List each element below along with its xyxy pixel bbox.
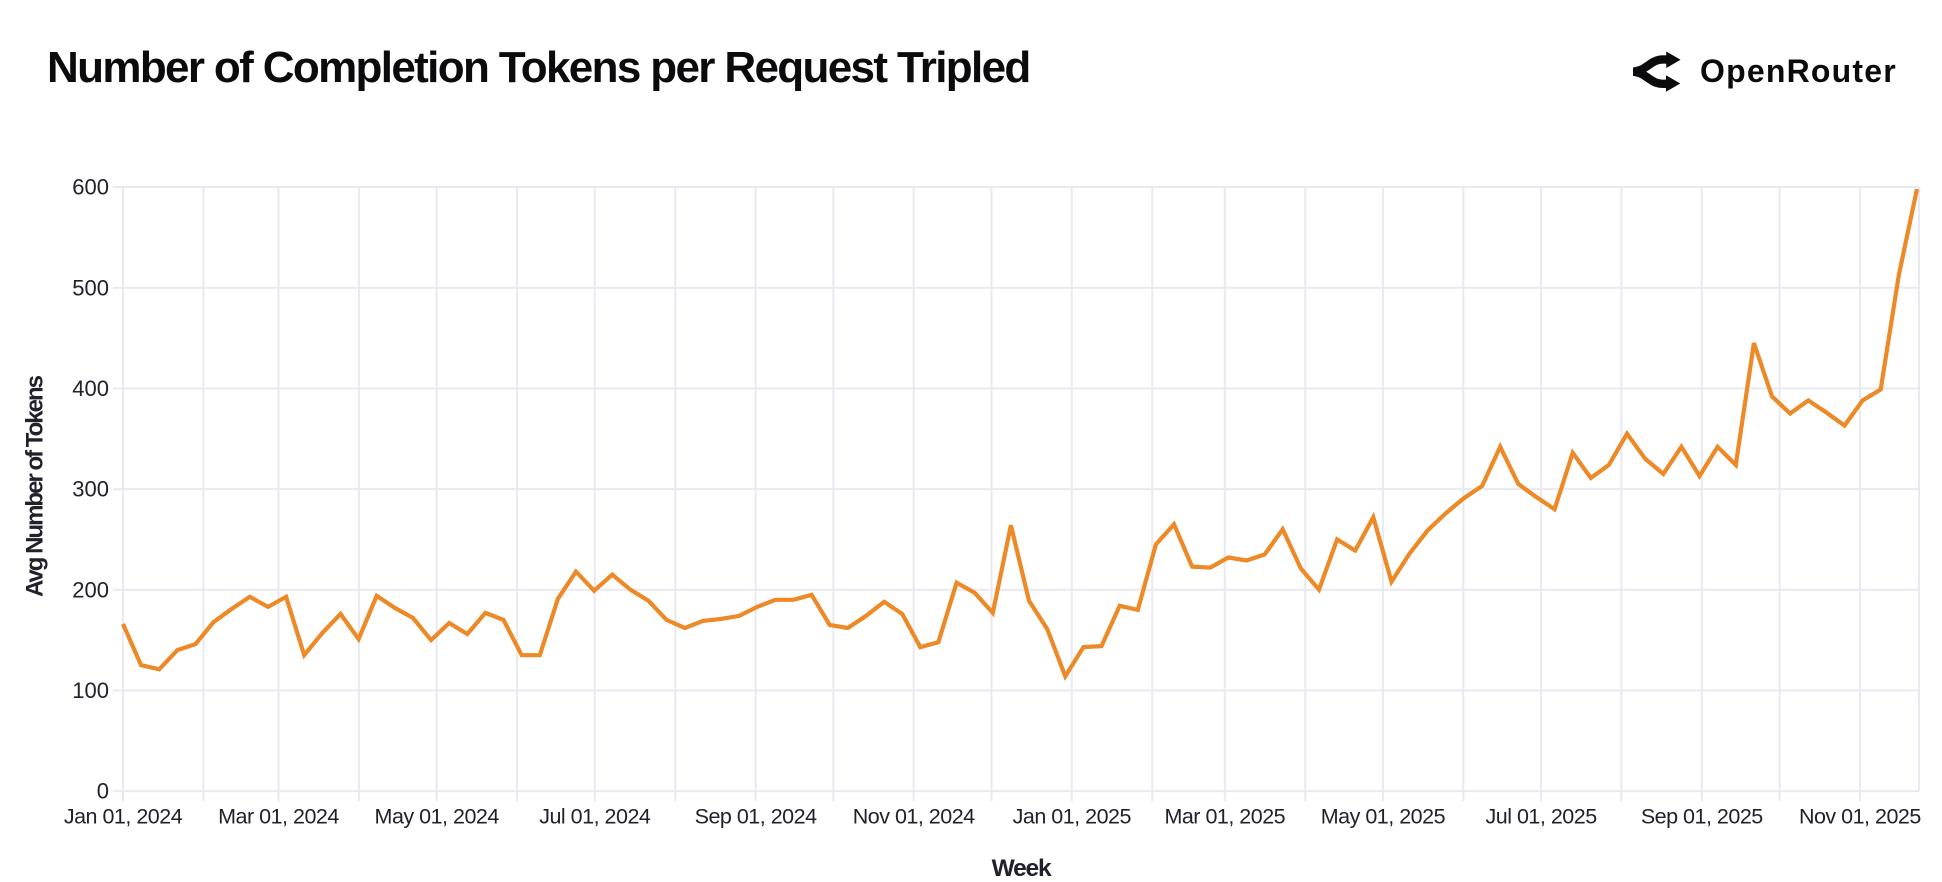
svg-text:Jul 01, 2025: Jul 01, 2025 — [1486, 805, 1598, 829]
svg-text:400: 400 — [72, 376, 109, 401]
svg-text:May 01, 2024: May 01, 2024 — [375, 805, 500, 829]
svg-text:OpenRouter: OpenRouter — [1700, 53, 1897, 89]
svg-text:Number of Completion Tokens pe: Number of Completion Tokens per Request … — [47, 43, 1030, 92]
svg-text:Jul 01, 2024: Jul 01, 2024 — [539, 805, 651, 829]
svg-text:Nov 01, 2025: Nov 01, 2025 — [1799, 805, 1921, 829]
svg-text:600: 600 — [72, 175, 109, 200]
svg-text:Sep 01, 2024: Sep 01, 2024 — [695, 805, 817, 829]
svg-text:Mar 01, 2024: Mar 01, 2024 — [218, 805, 339, 829]
svg-text:100: 100 — [72, 678, 109, 703]
svg-text:Nov 01, 2024: Nov 01, 2024 — [853, 805, 975, 829]
svg-text:Jan 01, 2024: Jan 01, 2024 — [64, 805, 183, 829]
svg-text:Jan 01, 2025: Jan 01, 2025 — [1013, 805, 1132, 829]
svg-text:Sep 01, 2025: Sep 01, 2025 — [1641, 805, 1763, 829]
svg-text:200: 200 — [72, 577, 109, 602]
svg-text:Avg Number of Tokens: Avg Number of Tokens — [22, 375, 49, 597]
svg-text:Mar 01, 2025: Mar 01, 2025 — [1164, 805, 1285, 829]
svg-text:0: 0 — [97, 779, 109, 804]
svg-text:Week: Week — [992, 855, 1052, 882]
svg-text:May 01, 2025: May 01, 2025 — [1321, 805, 1446, 829]
svg-text:300: 300 — [72, 477, 109, 502]
svg-text:500: 500 — [72, 275, 109, 300]
